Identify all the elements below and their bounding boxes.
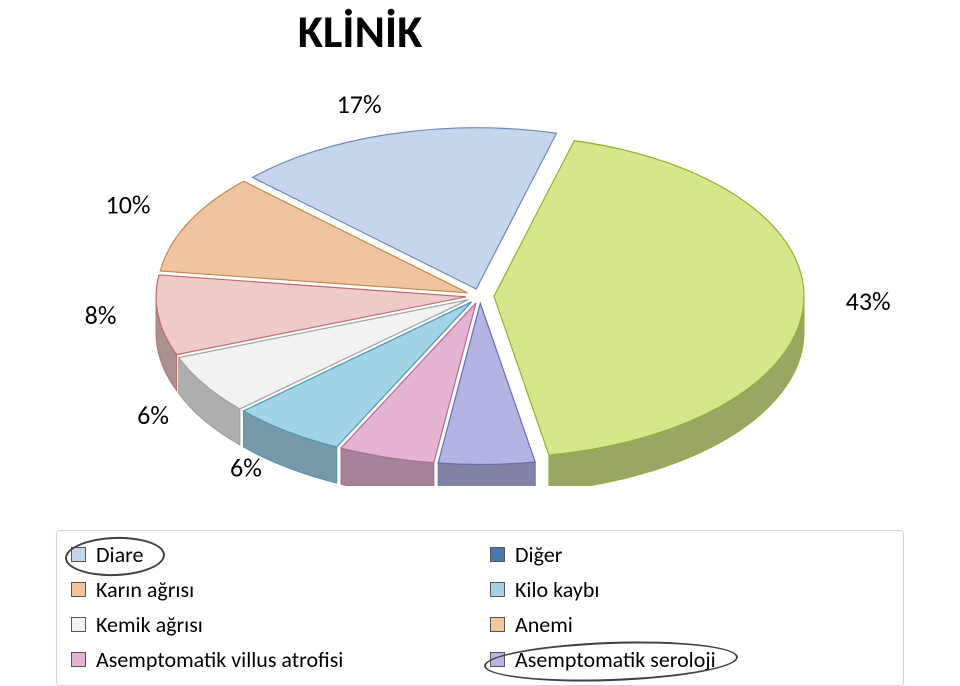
legend-item: Anemi — [490, 611, 889, 638]
legend-label: Kilo kaybı — [515, 576, 599, 603]
legend-swatch — [490, 617, 505, 632]
pie-slice-label: 6% — [230, 452, 262, 484]
legend-swatch — [490, 547, 505, 562]
pie-slice-label: 10% — [106, 188, 151, 220]
legend-label: Anemi — [515, 611, 573, 638]
legend-label: Diare — [96, 541, 143, 568]
pie-slice-label: 43% — [846, 285, 891, 317]
legend-label: Kemik ağrısı — [96, 611, 203, 638]
legend-item: Asemptomatik villus atrofisi — [71, 646, 470, 673]
legend-swatch — [71, 652, 86, 667]
pie-slice-label: 5% — [342, 481, 374, 486]
legend-swatch — [490, 582, 505, 597]
legend-swatch — [71, 582, 86, 597]
legend-label: Karın ağrısı — [96, 576, 194, 603]
legend-swatch — [490, 652, 505, 667]
legend-swatch — [71, 547, 86, 562]
legend-label: Asemptomatik villus atrofisi — [96, 646, 343, 673]
legend-label: Asemptomatik seroloji — [515, 646, 716, 673]
legend-item: Asemptomatik seroloji — [490, 646, 889, 673]
legend-item: Kemik ağrısı — [71, 611, 470, 638]
legend-swatch — [71, 617, 86, 632]
chart-title: KLİNİK — [0, 4, 720, 60]
legend-item: Diare — [71, 541, 470, 568]
pie-slice-label: 8% — [85, 299, 117, 331]
legend-label: Diğer — [515, 541, 562, 568]
legend-item: Karın ağrısı — [71, 576, 470, 603]
legend-item: Kilo kaybı — [490, 576, 889, 603]
pie-slice-label: 6% — [137, 399, 169, 431]
pie-slice-side — [438, 462, 535, 486]
legend-item: Diğer — [490, 541, 889, 568]
pie-slice-label: 17% — [337, 88, 382, 120]
legend-box: Diare Diğer Karın ağrısı Kilo kaybı Kemik ağ… — [56, 530, 904, 686]
pie-chart: 43%5%5%6%6%8%10%17% — [50, 86, 910, 486]
